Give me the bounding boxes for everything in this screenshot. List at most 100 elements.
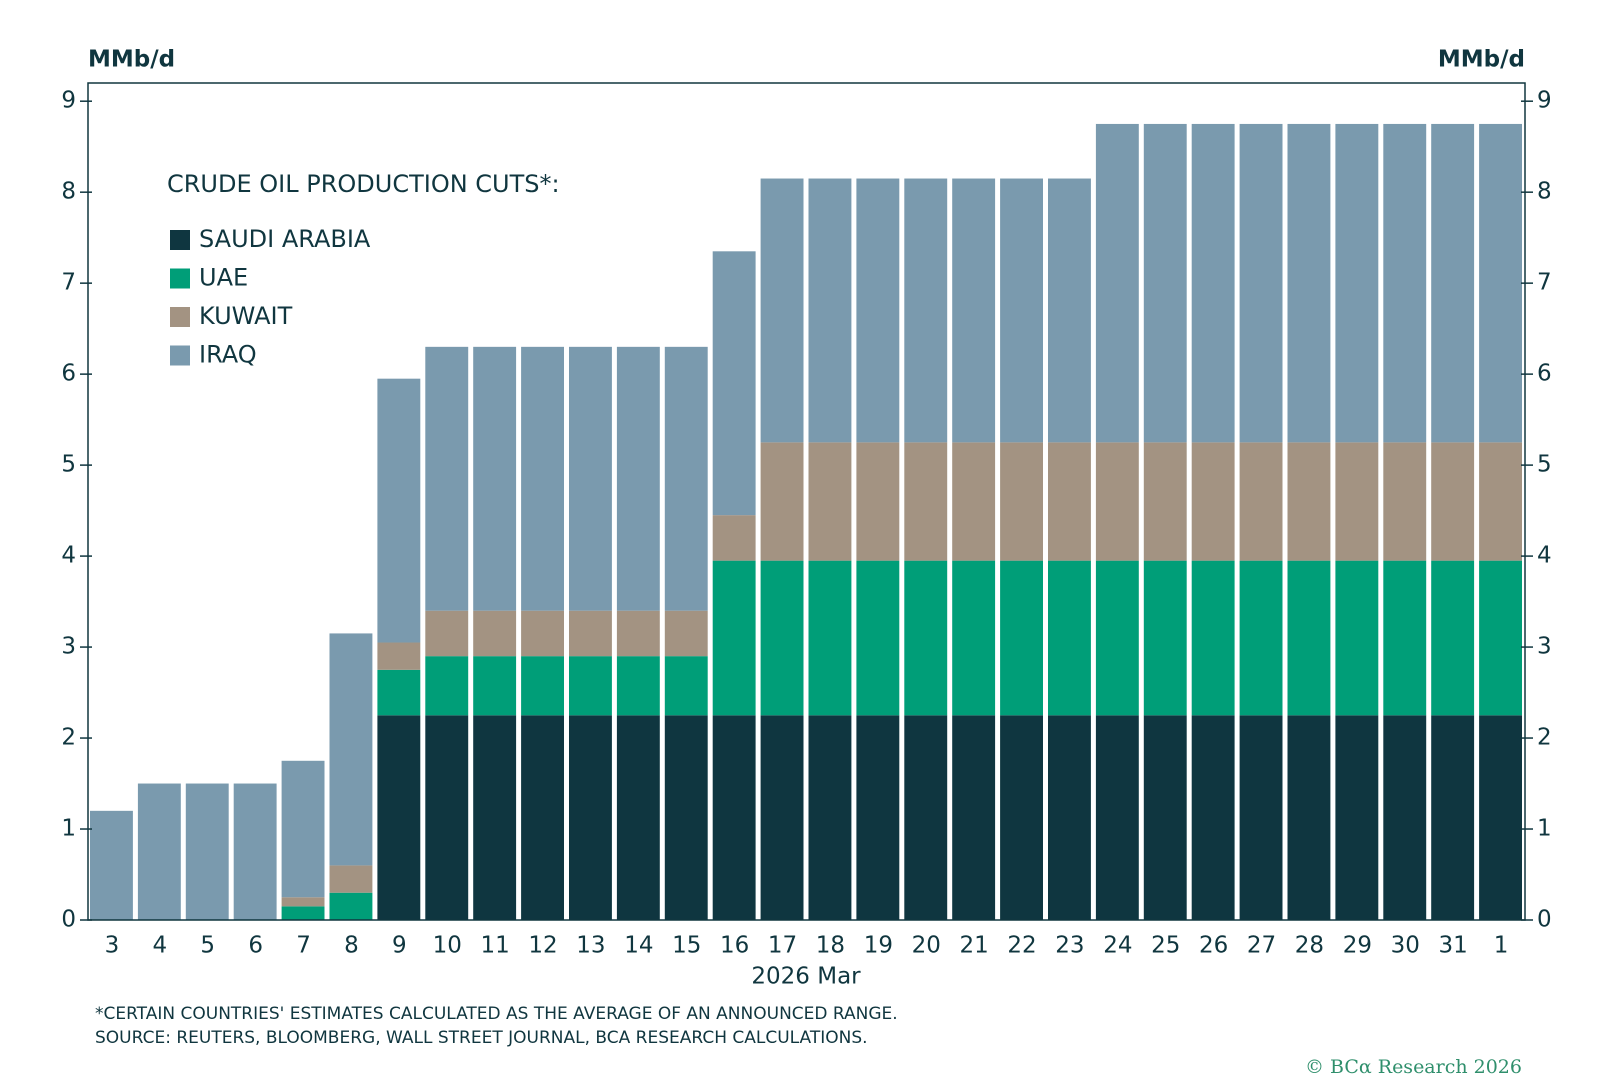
bar-segment — [329, 633, 373, 866]
bar-segment — [425, 656, 469, 716]
y-tick-label: 8 — [61, 179, 76, 205]
y-tick-label-right: 0 — [1537, 907, 1552, 933]
bar-segment — [1191, 123, 1235, 443]
y-tick-label: 7 — [61, 270, 76, 296]
legend-label: UAE — [199, 264, 248, 292]
x-tick-label: 9 — [392, 933, 407, 959]
bar-segment — [1287, 560, 1331, 716]
bar-segment — [377, 715, 421, 920]
bar-segment — [1143, 715, 1187, 920]
bar-segment — [904, 442, 948, 561]
legend-label: KUWAIT — [199, 302, 293, 330]
y-tick-label: 4 — [61, 543, 76, 569]
legend-swatch — [170, 307, 190, 327]
y-tick-label: 3 — [61, 634, 76, 660]
bar-segment — [1431, 715, 1475, 920]
bar-segment — [1000, 715, 1043, 920]
bar-segment — [760, 178, 804, 443]
bar-segment — [377, 378, 421, 643]
bar-segment — [185, 783, 229, 920]
bar-segment — [1287, 123, 1331, 443]
bar-segment — [856, 178, 900, 443]
bar-segment — [1048, 560, 1091, 716]
x-tick-label: 17 — [768, 933, 797, 959]
bar-segment — [521, 610, 564, 657]
bar-segment — [1383, 442, 1427, 561]
bar-segment — [856, 442, 900, 561]
bar-segment — [569, 656, 612, 716]
bar-segment — [569, 715, 612, 920]
bar-segment — [1191, 560, 1235, 716]
bar-segment — [425, 610, 469, 657]
x-tick-label: 28 — [1295, 933, 1324, 959]
x-tick-label: 7 — [296, 933, 311, 959]
bar-segment — [1335, 442, 1379, 561]
bar-segment — [616, 715, 660, 920]
bar-segment — [808, 178, 852, 443]
y-tick-label-right: 9 — [1537, 88, 1552, 114]
bar-segment — [281, 760, 325, 898]
y-tick-label-right: 2 — [1537, 725, 1552, 751]
x-tick-label: 10 — [433, 933, 462, 959]
bar-segment — [664, 346, 708, 611]
bar-segment — [569, 346, 612, 611]
bar-segment — [1000, 178, 1043, 443]
bar-segment — [1479, 123, 1522, 443]
y-axis-label-left: MMb/d — [88, 47, 175, 73]
bar-segment — [1048, 442, 1091, 561]
x-tick-label: 14 — [624, 933, 653, 959]
bar-segment — [377, 642, 421, 670]
bar-segment — [473, 656, 517, 716]
bar-segment — [1048, 715, 1091, 920]
x-tick-label: 8 — [344, 933, 359, 959]
y-tick-label-right: 7 — [1537, 270, 1552, 296]
bar-segment — [1143, 560, 1187, 716]
bar-segment — [1000, 560, 1043, 716]
legend-label: SAUDI ARABIA — [199, 225, 371, 253]
bar-segment — [1239, 560, 1283, 716]
bar-segment — [904, 178, 948, 443]
copyright: © BCα Research 2026 — [1305, 1056, 1522, 1078]
bar-segment — [1431, 123, 1475, 443]
bar-segment — [1335, 123, 1379, 443]
bar-segment — [1431, 442, 1475, 561]
y-tick-label: 1 — [61, 816, 76, 842]
bar-segment — [616, 656, 660, 716]
bar-segment — [1143, 123, 1187, 443]
x-tick-label: 5 — [200, 933, 215, 959]
legend-title: CRUDE OIL PRODUCTION CUTS*: — [167, 170, 560, 198]
bar-segment — [1143, 442, 1187, 561]
x-tick-label: 24 — [1103, 933, 1132, 959]
bar-segment — [1239, 442, 1283, 561]
bar-segment — [1095, 715, 1139, 920]
bar-segment — [1479, 560, 1522, 716]
bar-segment — [137, 783, 181, 920]
y-tick-label-right: 5 — [1537, 452, 1552, 478]
bar-segment — [664, 610, 708, 657]
x-tick-label: 12 — [528, 933, 557, 959]
bar-segment — [712, 715, 756, 920]
bar-segment — [329, 865, 373, 893]
bar-segment — [664, 656, 708, 716]
bar-segment — [473, 610, 517, 657]
footnote: *CERTAIN COUNTRIES' ESTIMATES CALCULATED… — [95, 1004, 898, 1024]
y-tick-label: 6 — [61, 361, 76, 387]
bar-segment — [1000, 442, 1043, 561]
bar-segment — [952, 178, 996, 443]
bar-segment — [1095, 560, 1139, 716]
bar-segment — [904, 715, 948, 920]
legend-swatch — [170, 345, 190, 366]
bar-segment — [1431, 560, 1475, 716]
bar-segment — [425, 346, 469, 611]
bar-segment — [1095, 442, 1139, 561]
y-tick-label: 5 — [61, 452, 76, 478]
bar-segment — [1383, 560, 1427, 716]
x-tick-label: 22 — [1007, 933, 1036, 959]
bar-segment — [856, 715, 900, 920]
x-tick-label: 4 — [153, 933, 168, 959]
bar-segment — [1095, 123, 1139, 443]
x-tick-label: 31 — [1439, 933, 1468, 959]
bar-segment — [952, 715, 996, 920]
bar-segment — [521, 715, 564, 920]
y-tick-label: 0 — [61, 907, 76, 933]
